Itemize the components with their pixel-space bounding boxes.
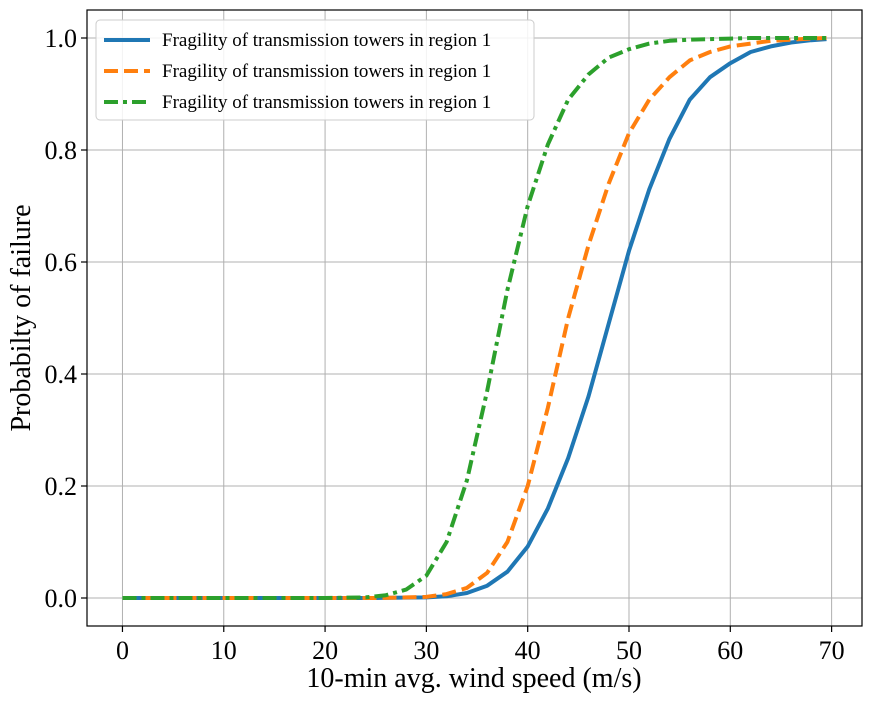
y-axis-label: Probabilty of failure	[6, 204, 37, 431]
plot-frame	[86, 9, 863, 627]
y-tick-label: 0.8	[45, 136, 78, 165]
series-line-3	[122, 36, 827, 600]
y-tick-label: 0.4	[45, 360, 78, 389]
y-tick-label: 0.0	[45, 584, 78, 613]
x-tick-label: 0	[116, 636, 129, 665]
legend-entry-2: Fragility of transmission towers in regi…	[162, 61, 491, 82]
legend: Fragility of transmission towers in regi…	[95, 19, 535, 121]
legend-entry-3: Fragility of transmission towers in regi…	[162, 92, 491, 113]
x-tick-label: 50	[616, 636, 642, 665]
series-lines	[122, 36, 827, 600]
x-tick-label: 30	[413, 636, 439, 665]
series-line-1	[122, 37, 827, 600]
legend-box	[95, 19, 535, 121]
y-tick-label: 1.0	[45, 24, 78, 53]
legend-entry-1: Fragility of transmission towers in regi…	[162, 30, 491, 51]
x-tick-label: 10	[211, 636, 237, 665]
ticks: 0 10 20 30 40 50 60 70 0.0 0.2 0.4 0.6 0.8 1.0	[45, 24, 845, 665]
y-tick-label: 0.2	[45, 472, 78, 501]
x-axis-label: 10-min avg. wind speed (m/s)	[306, 663, 641, 694]
series-line-2	[122, 36, 827, 600]
x-tick-label: 40	[515, 636, 541, 665]
x-tick-label: 70	[819, 636, 845, 665]
x-tick-label: 60	[717, 636, 743, 665]
y-tick-label: 0.6	[45, 248, 78, 277]
x-tick-label: 20	[312, 636, 338, 665]
